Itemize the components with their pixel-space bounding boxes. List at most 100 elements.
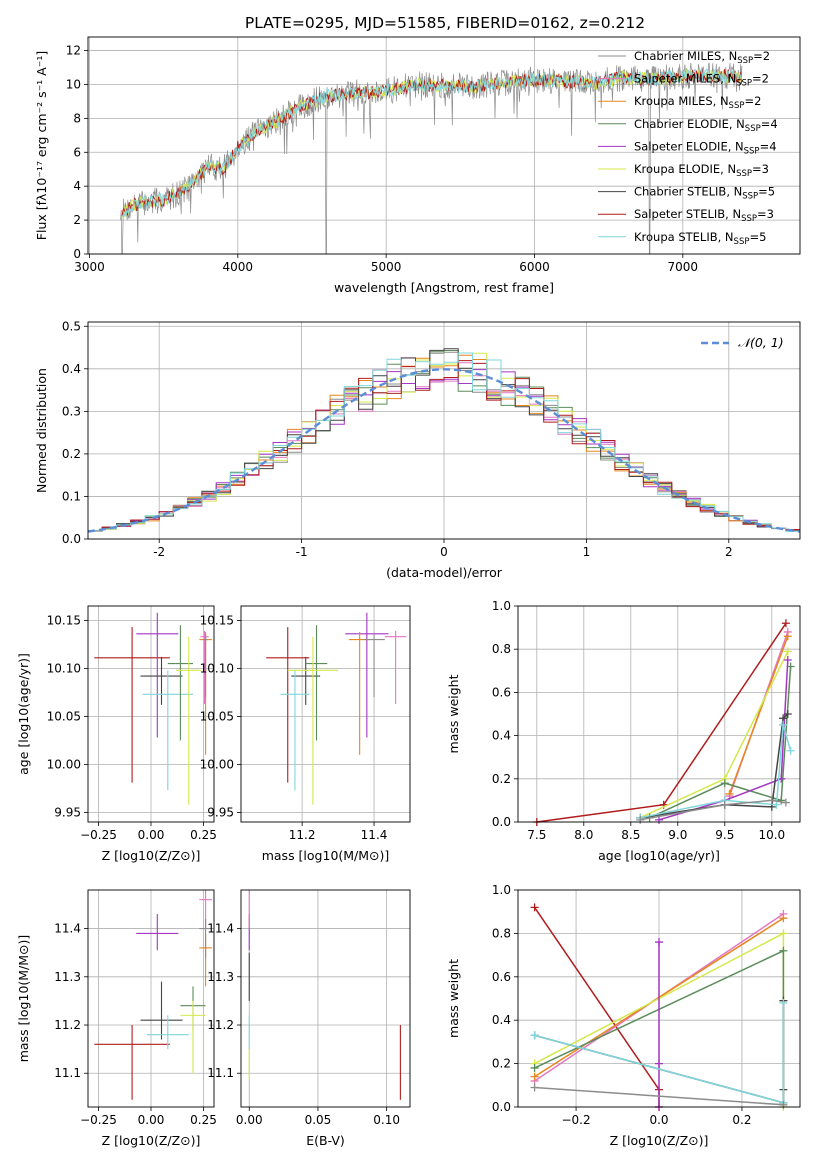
legend-label: Kroupa STELIB, NSSP=5 [634,230,766,247]
x-tick-label: 3000 [74,260,105,274]
legend-label: Chabrier STELIB, NSSP=5 [634,185,775,202]
weight-marker [530,1072,539,1081]
y-tick-label: 10.05 [47,709,81,723]
y-tick-label: 0.6 [492,685,511,699]
weight-marker [636,815,645,824]
x-axis-label: Z [log10(Z/Z⊙)] [102,848,201,863]
legend-label: Salpeter ELODIE, NSSP=4 [634,139,777,156]
legend-label: Chabrier MILES, NSSP=2 [634,49,770,66]
weight-marker [783,710,792,718]
y-tick-label: 10 [66,77,81,91]
weight-marker [720,779,729,788]
x-tick-label: 0.05 [305,1113,332,1127]
errorbar-chabrier_miles [203,634,208,698]
weight-marker [781,619,790,628]
legend-label: Chabrier ELODIE, NSSP=4 [634,117,778,134]
histogram-chabrier_miles [88,351,800,532]
y-tick-label: 0.2 [62,447,81,461]
x-tick-label: 9.5 [715,828,734,842]
y-tick-label: 0.4 [62,362,81,376]
errorbar-chabrier_stelib [140,981,183,1040]
y-tick-label: 4 [73,179,81,193]
legend-label-count: =2 [752,72,769,86]
y-tick-label: 0.1 [62,489,81,503]
panel-ebv_mass: 0.00 0.05 0.10 11.1 11.2 11.3 11.4 E(B-V) [207,889,411,1148]
x-axis-label: wavelength [Angstrom, rest frame] [334,280,554,295]
x-tick-label: 0.25 [190,1113,217,1127]
weight-marker [725,789,734,798]
x-tick-label: -1 [296,545,308,559]
weight-marker [530,1063,539,1072]
plot-z_age [94,612,212,805]
legend-label-subscript: SSP [744,146,760,156]
y-axis-label: mass [log10(M/M⊙)] [16,935,31,1063]
weight-line-chabrier_miles [640,799,787,821]
y-tick-label: 0.4 [492,729,511,743]
errorbar-chabrier_elodie [305,625,328,741]
y-tick-label: 0.0 [62,532,81,546]
panel-z_mass: −0.25 0.00 0.25 11.1 11.2 11.3 11.4 Z [log10(Z/… [16,889,217,1148]
gridlines [518,605,800,823]
y-tick-label: 2 [73,213,81,227]
panel-residuals: -2 -1 0 1 2 0.0 0.1 0.2 0.3 0.4 0.5 𝒩(0, 1) (data-mo… [34,319,801,580]
errorbar-chabrier_miles [199,918,212,958]
errorbar-chabrier_miles [363,634,385,698]
y-axis-label: age [log10(age/yr)] [16,653,31,775]
x-tick-label: −0.25 [80,1113,117,1127]
x-tick-label: 4000 [223,260,254,274]
y-tick-label: 11.1 [54,1066,81,1080]
axes-frame [87,605,215,823]
figure-title: PLATE=0295, MJD=51585, FIBERID=0162, z=0… [245,14,645,32]
x-tick-label: 1 [583,545,591,559]
legend-label: Salpeter STELIB, NSSP=3 [634,207,774,224]
y-tick-label: 6 [73,145,81,159]
legend-label: Kroupa MILES, NSSP=2 [634,94,761,111]
weight-marker [781,798,790,807]
y-axis-label: mass weight [446,959,461,1038]
axes-frame [87,889,215,1108]
y-tick-label: 10.00 [47,757,81,771]
histogram-salpeter_miles [88,357,800,532]
errorbar-kroupa_elodie [287,636,339,805]
x-tick-label: 0.0 [649,1113,668,1127]
weight-marker [779,720,788,729]
y-tick-label: 0.3 [62,404,81,418]
legend-label-name: Salpeter ELODIE, N [634,139,744,153]
weight-marker [767,796,776,805]
x-tick-label: -2 [153,545,165,559]
y-tick-label: 10.00 [200,757,234,771]
plot-z_weight [530,903,788,1111]
weight-marker [530,1083,539,1092]
x-tick-label: 9.0 [668,828,687,842]
legend-normal-label: 𝒩(0, 1) [738,335,784,350]
weight-line-kroupa_miles [728,635,789,795]
histogram-kroupa_elodie [88,352,800,532]
weight-line-chabrier_miles [534,1086,784,1106]
legend-label-name: Kroupa STELIB, N [634,230,734,244]
x-axis-label: Z [log10(Z/Z⊙)] [102,1133,201,1148]
errorbar-salpeter_elodie [345,612,389,738]
legend-label-count: =5 [749,230,766,244]
weight-marker [783,632,792,641]
panel-z_weight: −0.2 0.0 0.2 0.0 0.2 0.4 0.6 0.8 1.0 Z [log10(Z/Z… [446,883,801,1148]
weight-marker [777,796,786,805]
panel-mass_age: 11.2 11.4 9.95 10.00 10.05 10.10 10.15 mass [lo… [200,605,411,863]
errorbar-kroupa_stelib [280,670,310,791]
x-axis-label: Z [log10(Z/Z⊙)] [610,1133,709,1148]
y-axis-label: mass weight [446,674,461,753]
legend-label-subscript: SSP [745,124,761,134]
y-tick-label: 0.2 [492,1057,511,1071]
histogram-chabrier_elodie [88,350,800,532]
panel-spectrum: 3000 4000 5000 6000 7000 0 2 4 6 8 10 12 Chabrier MI… [34,36,801,295]
legend-label: Salpeter MILES, NSSP=2 [634,72,769,89]
legend-label-name: Kroupa MILES, N [634,94,729,108]
weight-marker [655,1059,663,1068]
x-tick-label: 0.00 [236,1113,263,1127]
weight-marker [655,938,663,947]
axes-frame [87,321,801,540]
legend-label-name: Salpeter STELIB, N [634,207,741,221]
y-axis-label: Flux [fλ10⁻¹⁷ erg cm⁻² s⁻¹ A⁻¹] [34,51,49,240]
axes-frame [517,889,801,1108]
